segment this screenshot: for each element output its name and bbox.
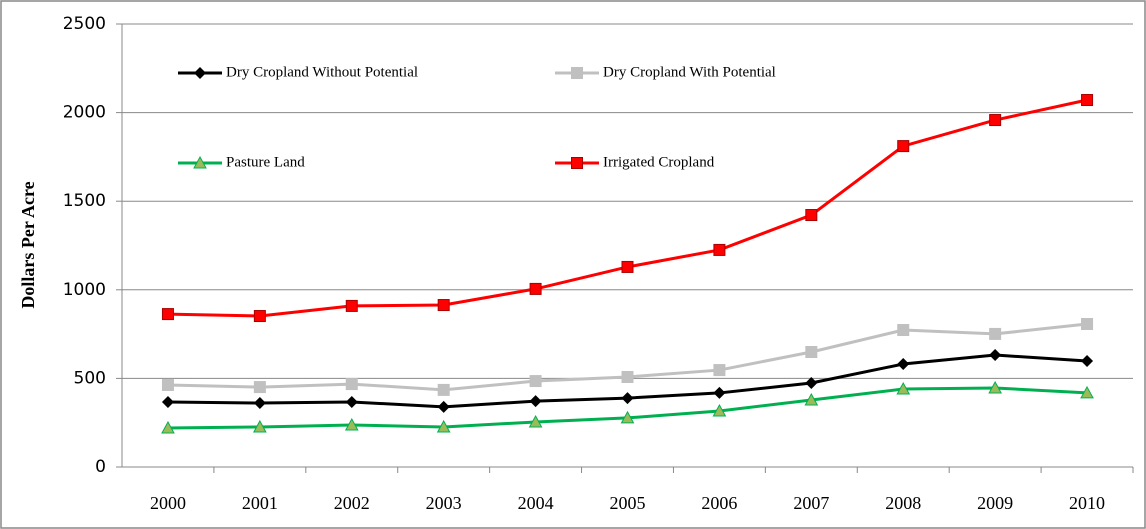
point — [621, 392, 634, 405]
point — [804, 392, 819, 406]
point — [1081, 317, 1094, 330]
point — [437, 400, 450, 413]
y-tick-label: 0 — [95, 457, 106, 477]
point — [805, 209, 818, 222]
point — [713, 243, 726, 256]
point — [713, 386, 726, 399]
point — [713, 364, 726, 377]
x-tick-label: 2010 — [1069, 493, 1105, 513]
point — [529, 375, 542, 388]
point — [989, 327, 1002, 340]
x-tick-label: 2000 — [150, 493, 186, 513]
point — [1081, 355, 1094, 368]
point — [712, 403, 727, 417]
point — [345, 395, 358, 408]
legend-label: Dry Cropland Without Potential — [226, 64, 418, 80]
point — [988, 380, 1002, 394]
point — [194, 67, 206, 79]
legend-label: Irrigated Cropland — [603, 154, 715, 170]
x-tick-label: 2005 — [610, 493, 646, 513]
point — [161, 308, 174, 321]
point — [528, 414, 543, 428]
legend-label: Dry Cropland With Potential — [603, 64, 776, 80]
point — [437, 383, 450, 396]
y-axis-label: Dollars Per Acre — [18, 181, 38, 308]
point — [253, 310, 266, 323]
y-tick-label: 1500 — [63, 191, 106, 211]
legend-label: Pasture Land — [226, 154, 305, 170]
x-tick-label: 2008 — [885, 493, 921, 513]
point — [805, 377, 818, 390]
point — [989, 114, 1002, 127]
x-tick-label: 2001 — [242, 493, 278, 513]
x-tick-label: 2007 — [793, 493, 829, 513]
point — [345, 378, 358, 391]
point — [896, 381, 911, 395]
point — [1081, 94, 1094, 107]
point — [620, 410, 635, 424]
point — [345, 299, 358, 312]
point — [437, 299, 450, 312]
x-tick-label: 2003 — [426, 493, 462, 513]
point — [897, 140, 910, 153]
point — [253, 419, 267, 433]
point — [529, 395, 542, 408]
point — [571, 157, 583, 169]
point — [253, 397, 266, 410]
point — [436, 419, 451, 433]
x-tick-label: 2004 — [518, 493, 554, 513]
point — [805, 345, 818, 358]
point — [161, 378, 174, 391]
point — [621, 260, 634, 273]
y-tick-label: 2000 — [63, 103, 106, 123]
point — [989, 349, 1002, 362]
point — [1080, 385, 1094, 399]
point — [897, 358, 910, 371]
point — [571, 67, 583, 79]
point — [161, 420, 175, 434]
point — [161, 395, 174, 408]
point — [344, 417, 359, 431]
point — [897, 324, 910, 337]
y-tick-label: 1000 — [63, 280, 106, 300]
x-tick-label: 2006 — [701, 493, 737, 513]
point — [193, 155, 207, 169]
x-tick-label: 2009 — [977, 493, 1013, 513]
point — [253, 381, 266, 394]
point — [529, 282, 542, 295]
x-tick-label: 2002 — [334, 493, 370, 513]
point — [621, 370, 634, 383]
y-tick-label: 500 — [74, 368, 106, 388]
y-tick-label: 2500 — [63, 14, 106, 34]
